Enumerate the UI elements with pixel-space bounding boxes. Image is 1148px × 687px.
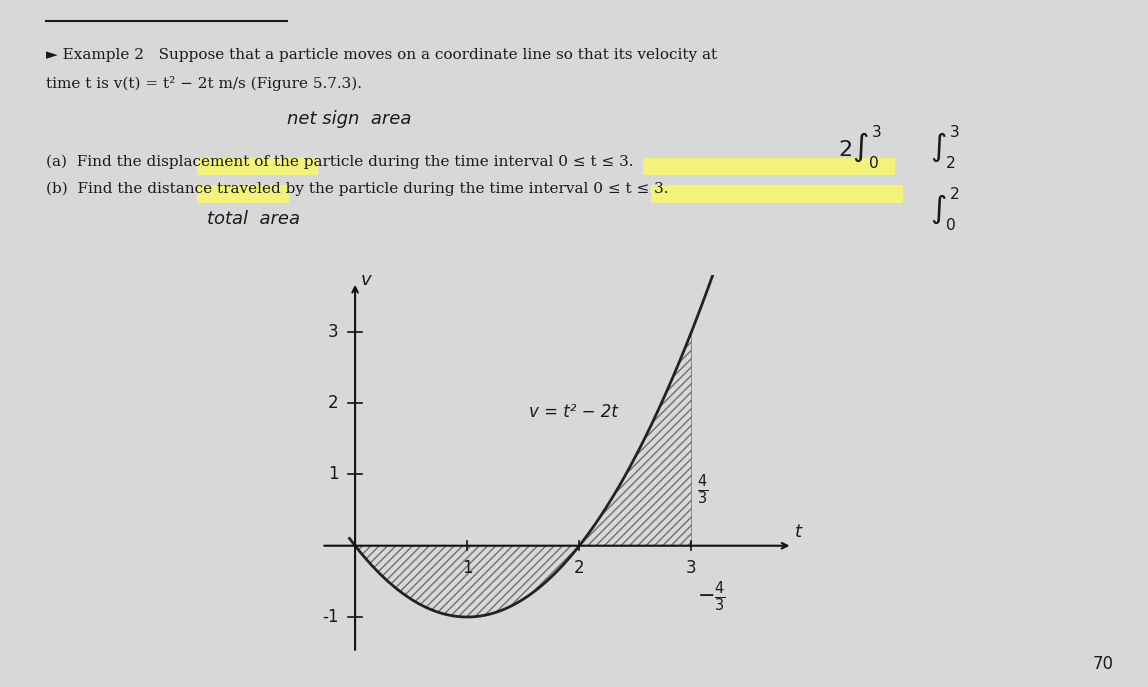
Text: 3: 3 <box>327 323 339 341</box>
Text: -1: -1 <box>321 608 339 626</box>
Text: t: t <box>794 523 801 541</box>
Text: (a)  Find the displacement of the particle during the time interval 0 ≤ t ≤ 3.: (a) Find the displacement of the particl… <box>46 155 634 169</box>
Text: ► Example 2   Suppose that a particle moves on a coordinate line so that its vel: ► Example 2 Suppose that a particle move… <box>46 48 717 62</box>
Text: v = t² − 2t: v = t² − 2t <box>529 403 618 421</box>
Text: total  area: total area <box>207 210 300 227</box>
Text: $\int_0^2$: $\int_0^2$ <box>930 185 960 234</box>
Text: 1: 1 <box>327 465 339 484</box>
Text: 2: 2 <box>327 394 339 412</box>
Text: 3: 3 <box>687 559 697 576</box>
Text: $\int_2^3$: $\int_2^3$ <box>930 124 960 172</box>
Text: $2\int_0^3$: $2\int_0^3$ <box>838 124 882 172</box>
Text: net sign  area: net sign area <box>287 110 411 128</box>
Text: $-\frac{4}{3}$: $-\frac{4}{3}$ <box>697 579 726 613</box>
Text: v: v <box>360 271 372 289</box>
Text: 1: 1 <box>461 559 473 576</box>
Text: time t is v(t) = t² − 2t m/s (Figure 5.7.3).: time t is v(t) = t² − 2t m/s (Figure 5.7… <box>46 76 362 91</box>
Text: 2: 2 <box>574 559 584 576</box>
Text: $\frac{4}{3}$: $\frac{4}{3}$ <box>697 472 708 507</box>
Text: (b)  Find the distance traveled by the particle during the time interval 0 ≤ t ≤: (b) Find the distance traveled by the pa… <box>46 182 668 196</box>
Text: 70: 70 <box>1093 655 1114 673</box>
